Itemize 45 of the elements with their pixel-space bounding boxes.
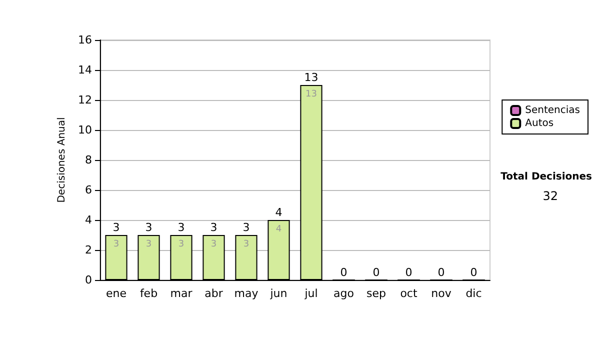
y-tick-label: 12 [78,94,92,106]
total-label: 3 [178,221,185,234]
total-label: 0 [405,266,412,279]
text: Total Decisiones [500,172,592,182]
data-label: 4 [276,224,282,234]
data-label: 3 [146,240,152,250]
data-label: 3 [243,240,250,250]
total-label: 3 [210,221,218,234]
x-tick-label: sep [366,287,386,300]
x-tick-label: ene [106,287,127,300]
y-tick-label: 2 [85,244,92,256]
data-label: 13 [306,90,317,100]
y-axis-title: Decisiones Anual [56,117,68,203]
x-tick-label: ago [334,287,354,300]
total-label: 4 [275,206,282,219]
x-tick-label: feb [140,287,158,300]
y-tick-label: 16 [78,34,92,46]
data-label: 3 [178,240,184,250]
x-tick-label: jun [269,287,288,300]
total-label: 0 [372,266,380,279]
total-label: 3 [145,221,152,234]
total-label: 0 [438,266,445,279]
data-label: 3 [113,240,120,250]
data-label: 3 [210,240,217,250]
total-label: 3 [242,221,250,234]
x-tick-label: dic [466,287,482,300]
text: 32 [542,189,558,203]
legend-label: Autos [525,118,554,129]
total-label: 3 [112,221,120,234]
x-tick-label: may [234,287,259,300]
legend-label: Sentencias [525,105,580,116]
y-tick-label: 10 [78,124,92,136]
x-tick-label: mar [170,287,193,300]
y-tick-label: 0 [85,274,92,286]
x-tick-label: abr [204,287,224,300]
x-tick-label: jul [304,287,318,300]
y-tick-label: 14 [78,64,92,76]
total-label: 0 [340,266,348,279]
total-label: 0 [470,266,478,279]
y-tick-label: 4 [85,214,92,226]
x-tick-label: oct [400,287,418,300]
total-label: 13 [304,71,318,84]
y-tick-label: 8 [85,154,92,166]
y-tick-label: 6 [85,184,92,196]
x-tick-label: nov [431,287,452,300]
